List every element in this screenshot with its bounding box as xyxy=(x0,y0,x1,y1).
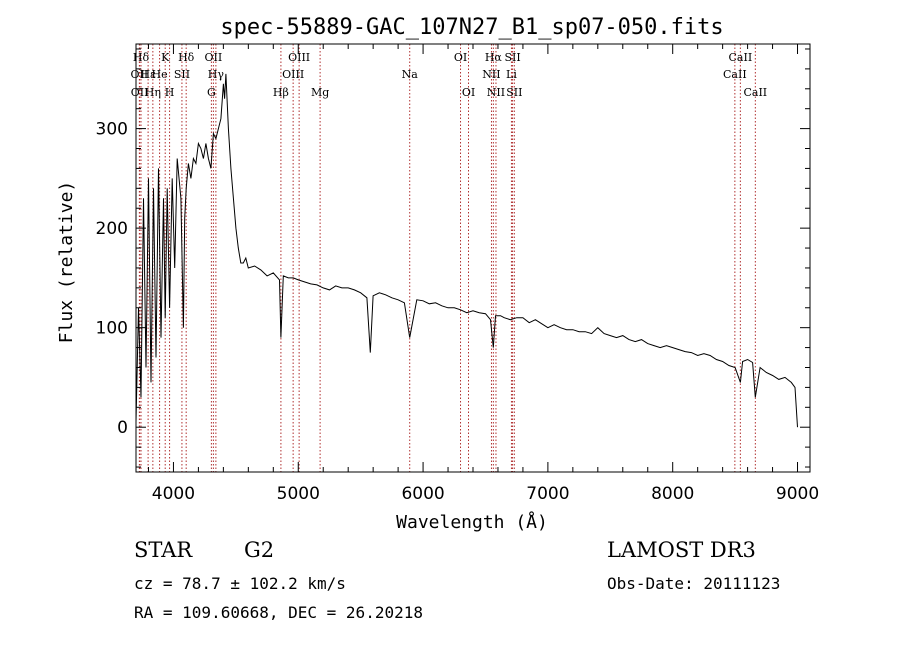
x-tick-label: 9000 xyxy=(776,484,819,504)
line-label: Li xyxy=(506,68,517,81)
line-label: SII xyxy=(504,51,520,64)
line-label: NII xyxy=(487,86,505,99)
line-label: NII xyxy=(482,68,500,81)
line-label: OIII xyxy=(282,68,304,81)
y-tick-label: 0 xyxy=(117,418,128,438)
line-label: OII xyxy=(205,51,223,64)
plot-frame xyxy=(135,43,811,473)
y-tick-label: 200 xyxy=(96,219,128,239)
line-label: SII xyxy=(174,68,190,81)
line-label: Mg xyxy=(311,86,329,99)
y-tick-label: 100 xyxy=(96,319,128,339)
line-label: Hγ xyxy=(208,68,225,81)
line-label: Hβ xyxy=(273,86,289,99)
survey-name: LAMOST DR3 xyxy=(607,538,756,562)
line-label: CaII xyxy=(723,68,747,81)
spectral-line-labels: Hδ OII OII K Hε Hη He H SII Hδ OII Hγ G OIII OIII Hβ Mg N… xyxy=(131,51,768,99)
x-tick-label: 6000 xyxy=(401,484,444,504)
line-label: K xyxy=(161,51,170,64)
line-label: OI xyxy=(462,86,475,99)
line-label: OI xyxy=(454,51,467,64)
line-label: Na xyxy=(402,68,419,81)
object-type: STAR xyxy=(134,538,193,562)
line-label: Hδ xyxy=(133,51,150,64)
line-label: SII xyxy=(506,86,522,99)
redshift-cz: cz = 78.7 ± 102.2 km/s xyxy=(134,574,346,593)
x-tick-label: 4000 xyxy=(152,484,195,504)
line-label: CaII xyxy=(729,51,753,64)
line-label: Hε xyxy=(140,68,156,81)
line-label: H xyxy=(165,86,175,99)
line-label: Hδ xyxy=(178,51,195,64)
observation-date: Obs-Date: 20111123 xyxy=(607,574,781,593)
spectrum-line xyxy=(135,73,798,428)
object-subclass: G2 xyxy=(244,538,275,562)
line-label: Hα xyxy=(485,51,503,64)
y-axis-label: Flux (relative) xyxy=(56,181,77,344)
spectral-line-markers xyxy=(138,44,756,472)
y-axis-ticks: 0 100 200 300 xyxy=(96,48,810,468)
line-label: OIII xyxy=(288,51,310,64)
chart-title: spec-55889-GAC_107N27_B1_sp07-050.fits xyxy=(220,15,723,40)
line-label: He xyxy=(152,68,168,81)
line-label: Hη xyxy=(145,86,161,99)
line-label: OII xyxy=(131,68,149,81)
line-label: CaII xyxy=(743,86,767,99)
x-tick-label: 8000 xyxy=(651,484,694,504)
x-axis-ticks: 4000 5000 6000 7000 8000 9000 xyxy=(147,44,819,504)
x-tick-label: 5000 xyxy=(277,484,320,504)
line-label: G xyxy=(207,86,216,99)
x-tick-label: 7000 xyxy=(526,484,569,504)
y-tick-label: 300 xyxy=(96,120,128,140)
coordinates-ra-dec: RA = 109.60668, DEC = 26.20218 xyxy=(134,603,423,622)
x-axis-label: Wavelength (Å) xyxy=(396,511,548,533)
line-label: OII xyxy=(131,86,149,99)
